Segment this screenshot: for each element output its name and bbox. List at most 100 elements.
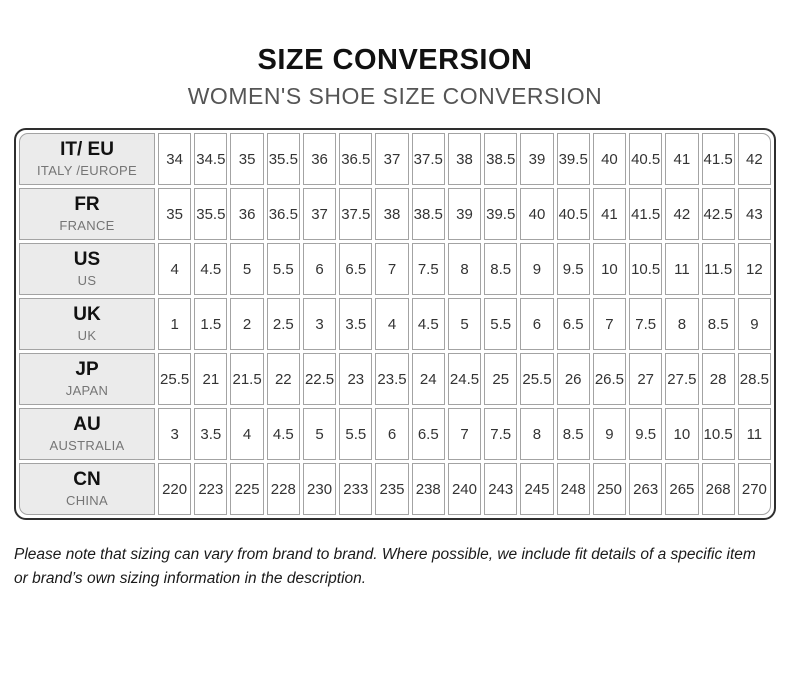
size-value-cell: 39.5 [556,133,590,186]
size-value-cell: 42 [665,188,699,241]
row-label-cell: JP JAPAN [19,353,155,406]
size-value-cell: 26 [556,353,590,406]
size-value-cell: 11 [737,408,771,461]
size-value-cell: 9 [592,408,627,461]
size-value-cell: 10 [592,243,627,296]
row-label-cell: AU AUSTRALIA [19,408,155,461]
size-value-cell: 3 [302,298,337,351]
size-value-cell: 4 [158,243,192,296]
size-value-cell: 8.5 [701,298,735,351]
size-value-cell: 35.5 [194,188,228,241]
size-value-cell: 3 [158,408,192,461]
size-value-cell: 11.5 [701,243,735,296]
size-value-cell: 12 [737,243,771,296]
row-region: US [77,273,97,289]
size-value-cell: 7.5 [484,408,518,461]
size-value-cell: 35 [230,133,264,186]
row-label-cell: UK UK [19,298,155,351]
size-value-cell: 22.5 [302,353,337,406]
size-value-cell: 5.5 [339,408,373,461]
row-code: US [73,249,101,271]
row-region: UK [77,328,97,344]
row-code: AU [73,414,101,436]
size-value-cell: 43 [737,188,771,241]
size-value-cell: 27 [629,353,663,406]
size-value-cell: 8 [447,243,482,296]
size-value-cell: 38 [447,133,482,186]
size-value-cell: 4 [375,298,409,351]
size-value-cell: 28.5 [737,353,771,406]
size-value-cell: 230 [302,463,337,516]
size-value-cell: 248 [556,463,590,516]
row-region: FRANCE [59,218,115,234]
table-row: CN CHINA 220 223 225 228 230 233 235 238 240 243 245… [19,463,771,516]
row-label-cell: US US [19,243,155,296]
sizing-disclaimer-note: Please note that sizing can vary from br… [14,546,756,588]
size-value-cell: 38 [375,188,409,241]
row-region: ITALY /EUROPE [37,163,137,179]
size-value-cell: 5.5 [484,298,518,351]
size-value-cell: 9 [520,243,554,296]
size-value-cell: 10.5 [629,243,663,296]
size-value-cell: 24 [411,353,445,406]
size-value-cell: 4.5 [411,298,445,351]
row-code: UK [73,304,101,326]
size-value-cell: 8.5 [556,408,590,461]
row-label-cell: CN CHINA [19,463,155,516]
size-value-cell: 4.5 [266,408,300,461]
row-code: IT/ EU [60,139,114,161]
size-value-cell: 6.5 [411,408,445,461]
size-value-cell: 39 [520,133,554,186]
size-value-cell: 270 [737,463,771,516]
size-value-cell: 27.5 [665,353,699,406]
size-value-cell: 2.5 [266,298,300,351]
size-value-cell: 228 [266,463,300,516]
size-value-cell: 6.5 [339,243,373,296]
size-value-cell: 220 [158,463,192,516]
size-value-cell: 37.5 [339,188,373,241]
table-row: US US 4 4.5 5 5.5 6 6.5 7 7.5 8 8.5 9 9.5 10 10.5 11 11.5… [19,243,771,296]
size-value-cell: 36.5 [266,188,300,241]
size-value-cell: 21 [194,353,228,406]
size-value-cell: 7 [447,408,482,461]
size-value-cell: 26.5 [592,353,627,406]
size-value-cell: 1.5 [194,298,228,351]
table-row: IT/ EU ITALY /EUROPE 34 34.5 35 35.5 36 36.5 37 3… [19,133,771,186]
page-title: SIZE CONVERSION [257,44,533,76]
size-value-cell: 265 [665,463,699,516]
size-value-cell: 40.5 [629,133,663,186]
row-code: CN [73,469,101,491]
size-value-cell: 34.5 [194,133,228,186]
size-value-cell: 40.5 [556,188,590,241]
size-value-cell: 38.5 [411,188,445,241]
size-value-cell: 25.5 [158,353,192,406]
size-value-cell: 25 [484,353,518,406]
table-row: JP JAPAN 25.5 21 21.5 22 22.5 23 23.5 24 24.5 25 25.… [19,353,771,406]
size-table-body: IT/ EU ITALY /EUROPE 34 34.5 35 35.5 36 36.5 37 3… [19,133,771,516]
size-value-cell: 39 [447,188,482,241]
size-value-cell: 6.5 [556,298,590,351]
size-value-cell: 4 [230,408,264,461]
size-value-cell: 10.5 [701,408,735,461]
row-region: AUSTRALIA [49,438,125,454]
size-value-cell: 11 [665,243,699,296]
size-value-cell: 41.5 [629,188,663,241]
size-value-cell: 9.5 [629,408,663,461]
size-value-cell: 243 [484,463,518,516]
size-value-cell: 40 [520,188,554,241]
size-value-cell: 5 [447,298,482,351]
size-value-cell: 28 [701,353,735,406]
size-value-cell: 38.5 [484,133,518,186]
size-value-cell: 250 [592,463,627,516]
size-value-cell: 42 [737,133,771,186]
size-value-cell: 24.5 [447,353,482,406]
size-value-cell: 268 [701,463,735,516]
size-value-cell: 6 [302,243,337,296]
size-value-cell: 37.5 [411,133,445,186]
size-value-cell: 225 [230,463,264,516]
size-value-cell: 6 [520,298,554,351]
size-conversion-table: IT/ EU ITALY /EUROPE 34 34.5 35 35.5 36 36.5 37 3… [14,128,776,521]
size-value-cell: 25.5 [520,353,554,406]
size-value-cell: 10 [665,408,699,461]
size-value-cell: 23 [339,353,373,406]
